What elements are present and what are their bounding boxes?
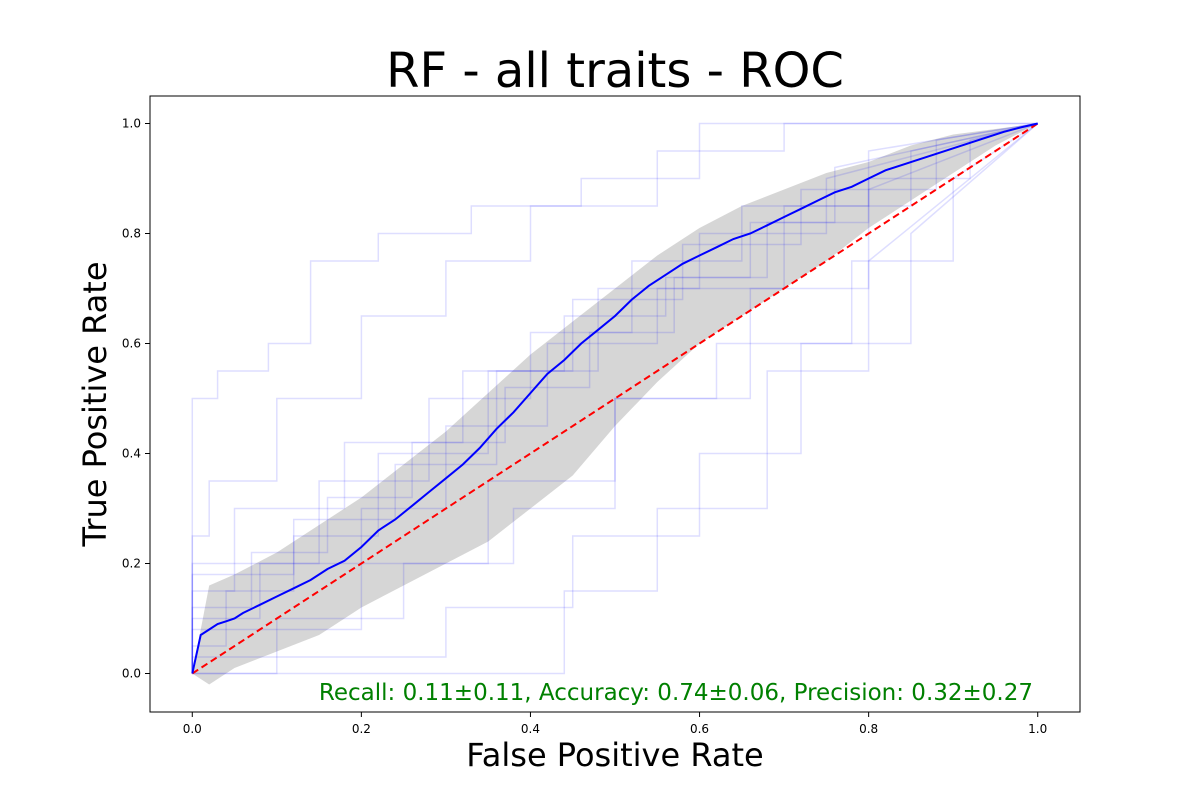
plot-frame xyxy=(149,95,1081,713)
fold-roc-curve xyxy=(191,122,1038,674)
chart-title: RF - all traits - ROC xyxy=(386,43,844,99)
x-tick-label: 0.8 xyxy=(859,722,878,736)
y-axis-ticks: 0.0 0.2 0.4 0.6 0.8 1.0 xyxy=(122,117,150,681)
y-tick-label: 0.6 xyxy=(122,337,141,351)
fold-roc-curve xyxy=(191,122,1038,674)
y-axis-label: True Positive Rate xyxy=(76,261,114,547)
metrics-annotation: Recall: 0.11±0.11, Accuracy: 0.74±0.06, … xyxy=(319,680,1033,706)
y-tick-label: 0.4 xyxy=(122,447,141,461)
fold-roc-curve xyxy=(191,122,1038,674)
fold-roc-curve xyxy=(191,122,1038,674)
y-tick-label: 0.8 xyxy=(122,227,141,241)
y-tick-label: 0.2 xyxy=(122,557,141,571)
x-axis-ticks: 0.0 0.2 0.4 0.6 0.8 1.0 xyxy=(183,712,1047,736)
plot-area xyxy=(191,122,1039,685)
y-tick-label: 1.0 xyxy=(122,117,141,131)
fold-roc-curve xyxy=(191,122,1038,674)
fold-roc-curve xyxy=(191,122,1038,674)
x-tick-label: 0.0 xyxy=(183,722,202,736)
x-tick-label: 0.6 xyxy=(690,722,709,736)
chance-line xyxy=(191,122,1039,675)
mean-roc-line xyxy=(191,122,1038,674)
fold-roc-curve xyxy=(192,122,1039,675)
x-tick-label: 0.4 xyxy=(521,722,540,736)
x-tick-label: 0.2 xyxy=(352,722,371,736)
std-band xyxy=(192,123,1038,685)
fold-roc-curve xyxy=(192,122,1039,675)
fold-roc-curve xyxy=(191,122,1039,674)
x-tick-label: 1.0 xyxy=(1028,722,1047,736)
y-tick-label: 0.0 xyxy=(122,667,141,681)
x-axis-label: False Positive Rate xyxy=(466,736,763,774)
fold-roc-curve xyxy=(191,122,1038,674)
fold-roc-curve xyxy=(191,122,1038,674)
